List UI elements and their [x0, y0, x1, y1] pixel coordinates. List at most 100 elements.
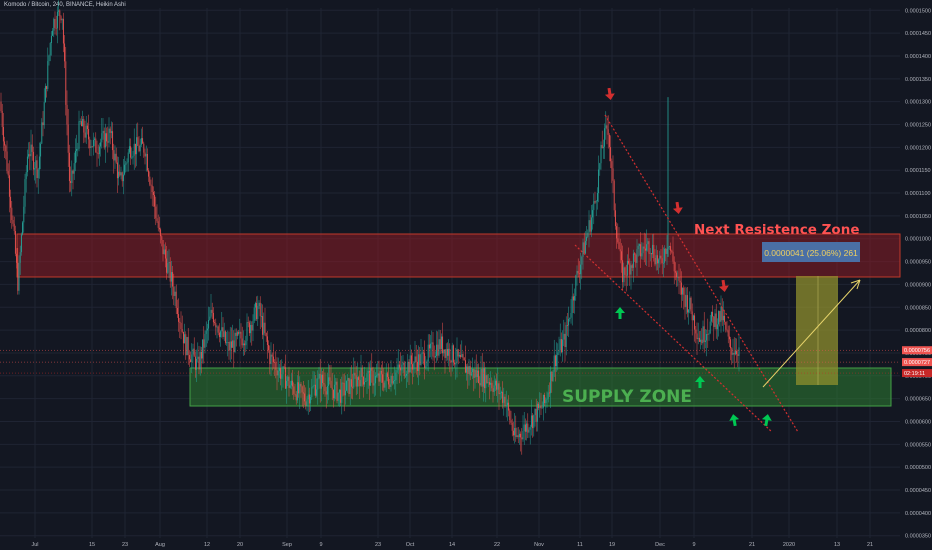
candle-body — [268, 344, 270, 351]
candle-body — [574, 295, 576, 301]
price-tag[interactable] — [902, 369, 932, 378]
candle-body — [352, 386, 354, 388]
candle-body — [151, 185, 153, 193]
candle-body — [49, 43, 51, 56]
candle-body — [335, 381, 337, 385]
resistance-zone-label: Next Resistence Zone — [694, 222, 859, 238]
candle-body — [12, 219, 14, 224]
candle-body — [290, 380, 292, 386]
x-tick-label: Oct — [406, 542, 415, 548]
candle-body — [112, 131, 114, 151]
y-tick-label: 0.0000600 — [905, 419, 931, 425]
candle-body — [70, 181, 72, 184]
candle-body — [736, 350, 738, 355]
candle-body — [128, 146, 130, 153]
target-arrow[interactable] — [762, 279, 861, 388]
candle-body — [293, 386, 295, 394]
candle-body — [286, 380, 288, 389]
candle-body — [358, 377, 360, 380]
candle-body — [318, 373, 320, 379]
candle-body — [620, 251, 622, 261]
candle-body — [384, 380, 386, 388]
x-tick-label: 19 — [609, 542, 615, 548]
candle-body — [196, 358, 198, 370]
candle-body — [520, 433, 522, 438]
candle-body — [641, 253, 643, 257]
candle-body — [148, 170, 150, 177]
candle-body — [608, 134, 610, 148]
price-tag[interactable] — [902, 358, 932, 367]
candle-body — [682, 287, 684, 295]
candle-body — [546, 398, 548, 400]
x-tick-label: 11 — [577, 542, 583, 548]
candle-body — [188, 355, 190, 360]
candle-body — [378, 373, 380, 382]
candle-body — [256, 303, 258, 320]
candle-body — [443, 349, 445, 354]
candle-body — [403, 362, 405, 376]
candle-body — [612, 168, 614, 181]
candle-body — [622, 260, 624, 283]
candle-body — [426, 361, 428, 367]
candle-body — [316, 389, 318, 396]
candle-body — [40, 143, 42, 157]
candle-body — [329, 377, 331, 381]
resistance-zone[interactable] — [16, 233, 901, 278]
candle-body — [1, 110, 3, 128]
candle-body — [557, 352, 559, 356]
candle-body — [24, 179, 26, 207]
candle-body — [504, 396, 506, 407]
candle-body — [710, 311, 712, 322]
candle-body — [258, 302, 260, 307]
candle-body — [361, 367, 363, 377]
candle-body — [678, 276, 680, 281]
candle-body — [680, 282, 682, 295]
candle-body — [65, 61, 67, 105]
candle-body — [48, 55, 50, 62]
candle-body — [600, 144, 602, 164]
x-tick-label: 15 — [89, 542, 95, 548]
candle-body — [137, 137, 139, 146]
candle-body — [251, 324, 253, 331]
candle-body — [10, 196, 12, 208]
lower-trendline[interactable] — [574, 244, 773, 433]
candle-body — [636, 249, 638, 263]
candle-body — [737, 354, 739, 356]
candle-body — [288, 376, 290, 388]
candle-body — [355, 375, 357, 387]
y-tick-label: 0.0001450 — [905, 31, 931, 37]
target-box[interactable] — [796, 276, 838, 385]
candle-body — [446, 349, 448, 356]
candle-body — [581, 256, 583, 265]
upper-trendline[interactable] — [604, 114, 799, 433]
candle-body — [452, 345, 454, 363]
candle-body — [37, 169, 39, 179]
candle-body — [298, 382, 300, 394]
candle-body — [134, 143, 136, 155]
price-tag[interactable] — [902, 346, 932, 355]
candle-body — [304, 393, 306, 402]
candle-body — [294, 393, 296, 395]
candle-body — [0, 101, 2, 111]
candle-body — [263, 322, 265, 335]
candle-body — [544, 395, 546, 403]
candle-body — [499, 392, 501, 395]
candle-body — [121, 172, 123, 182]
candle-body — [665, 248, 667, 254]
candle-body — [389, 384, 391, 387]
candle-body — [580, 264, 582, 275]
y-tick-label: 0.0000650 — [905, 397, 931, 403]
candle-body — [283, 366, 285, 368]
y-tick-label: 0.0000500 — [905, 465, 931, 471]
candle-body — [66, 104, 68, 125]
candle-body — [535, 408, 537, 422]
x-tick-label: 23 — [122, 542, 128, 548]
candle-body — [727, 330, 729, 337]
candle-body — [660, 255, 662, 259]
candle-body — [338, 389, 340, 393]
candle-body — [206, 328, 208, 331]
candle-body — [463, 357, 465, 361]
target-label-box[interactable] — [762, 242, 860, 262]
candle-body — [7, 171, 9, 176]
